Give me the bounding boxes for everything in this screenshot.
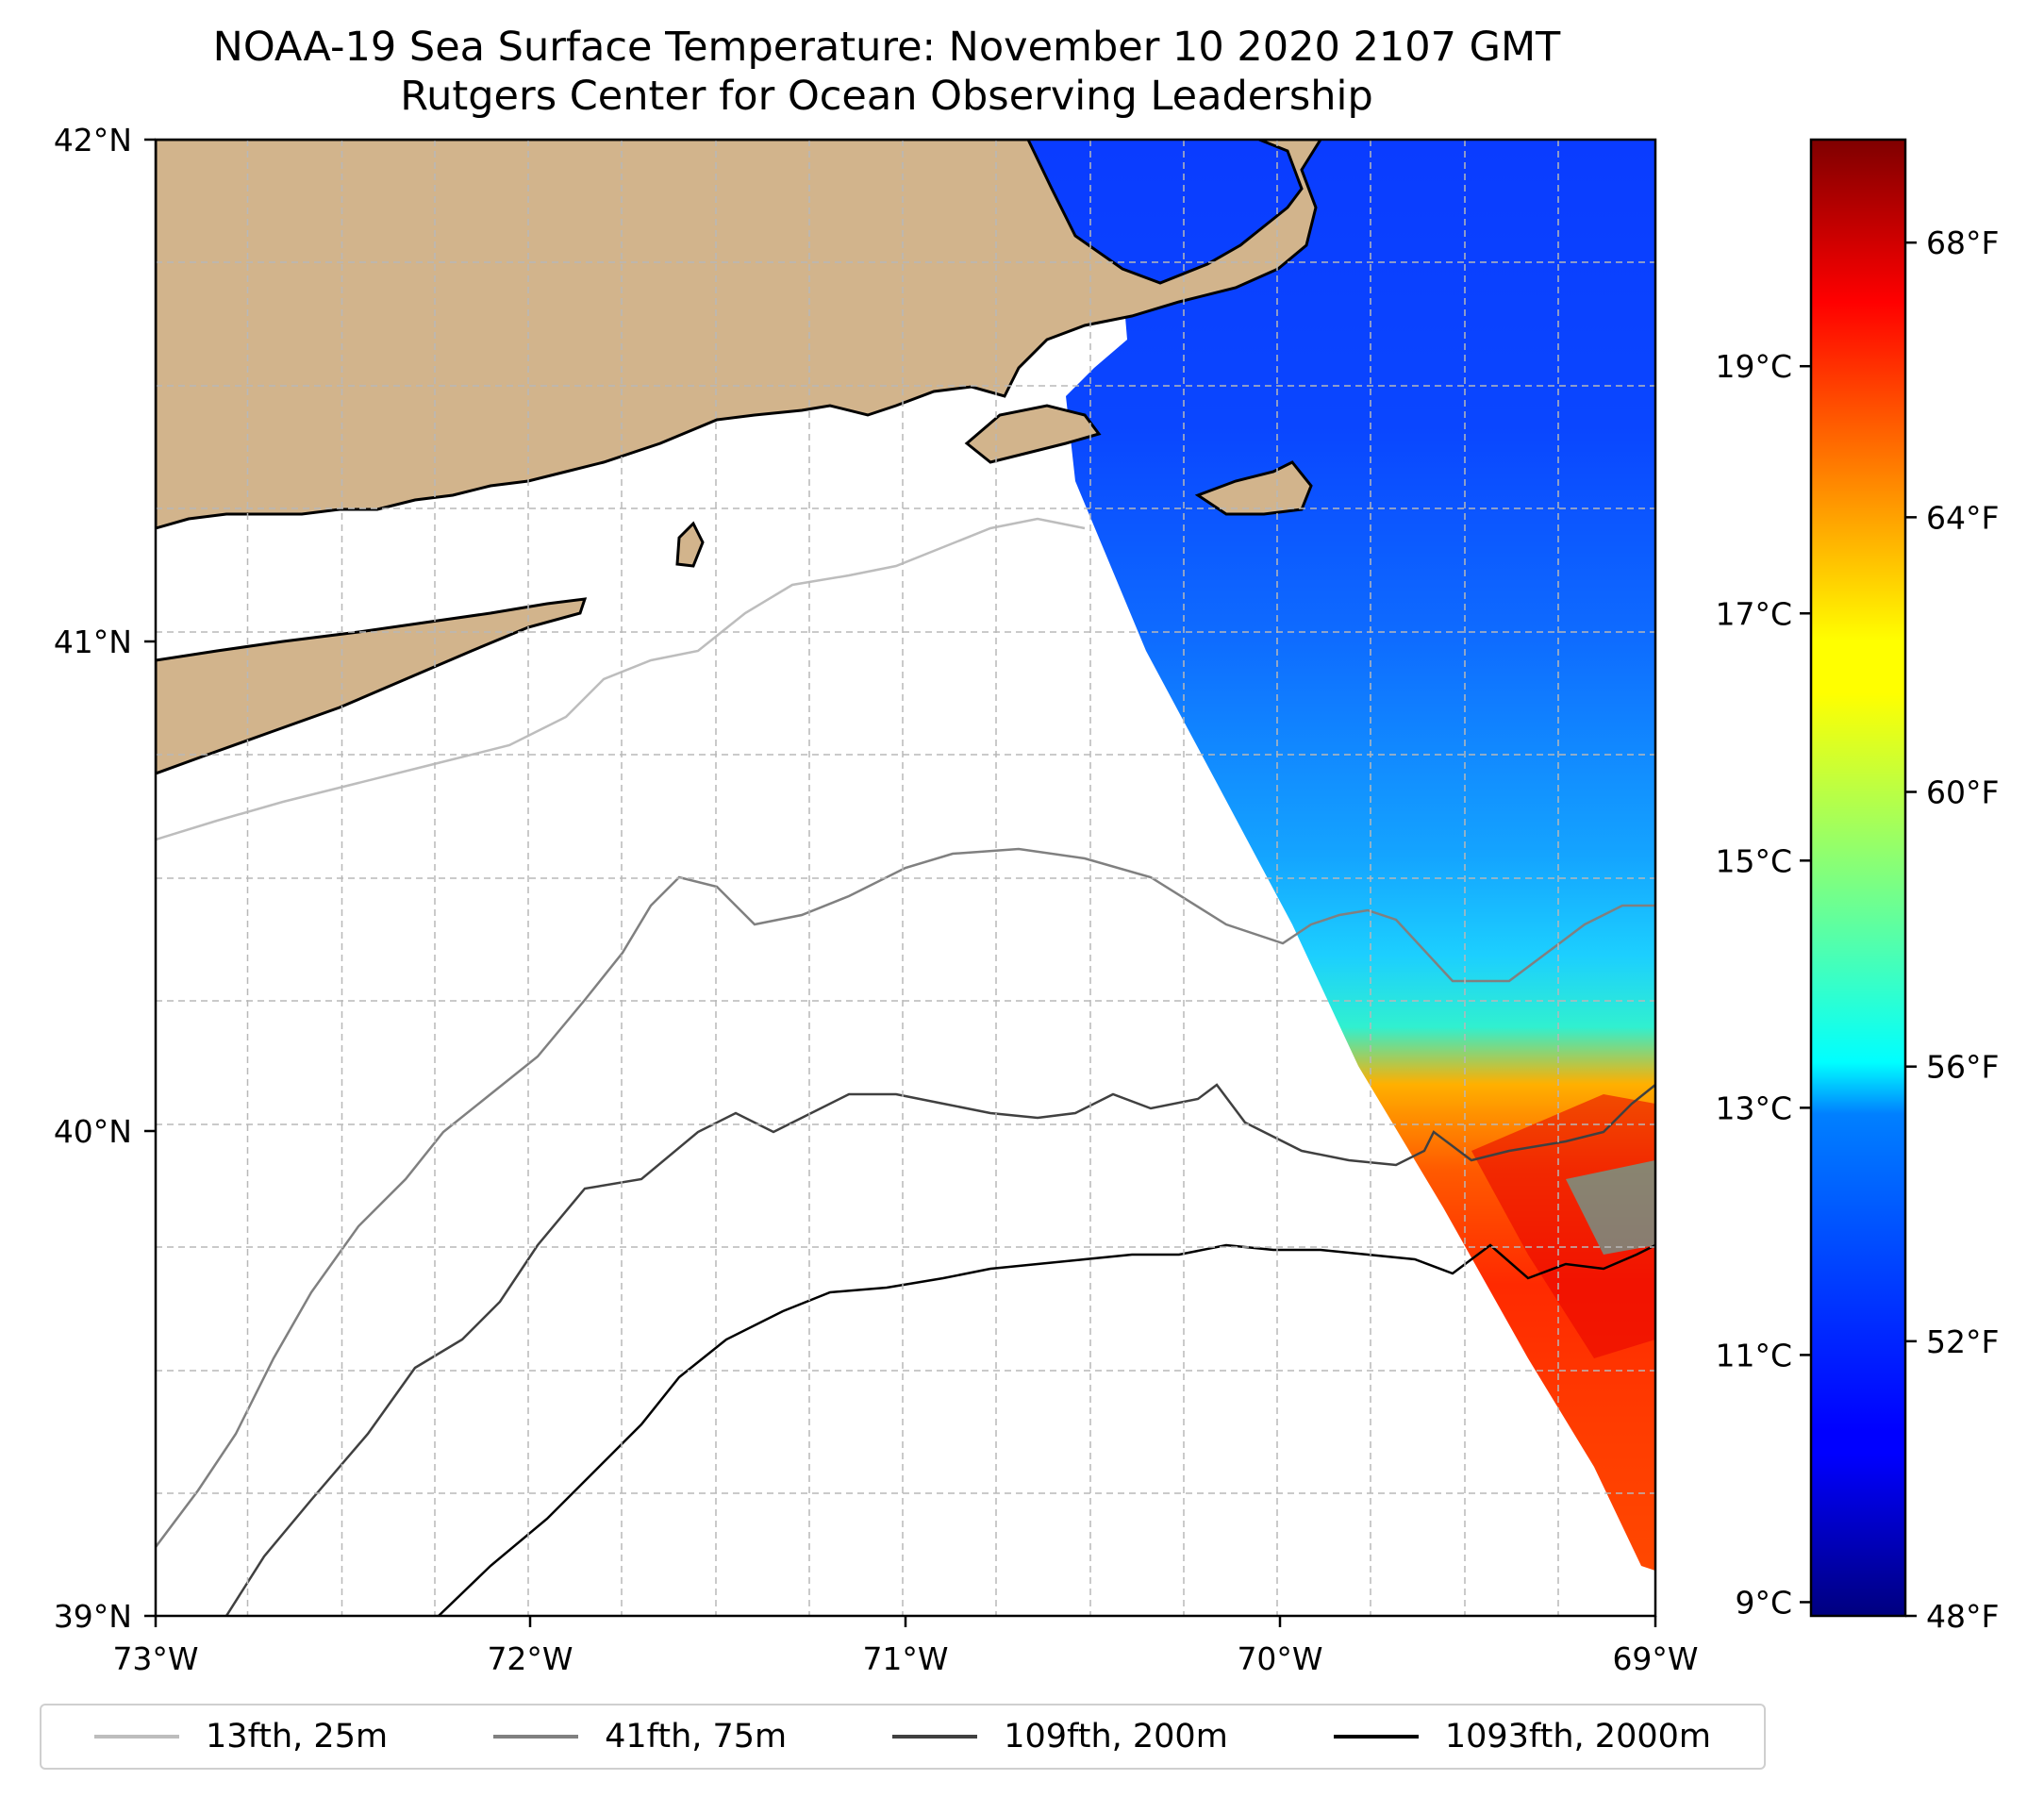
axis-ticks: [144, 138, 1657, 1627]
map-plot-area: [156, 140, 1655, 1616]
legend-label: 1093fth, 2000m: [1444, 1718, 1711, 1755]
gridlines: [156, 140, 1655, 1616]
land-new-england: [156, 140, 1322, 530]
colorbar-label-c: 19°C: [1715, 348, 1792, 385]
legend-swatch: [1333, 1735, 1419, 1739]
colorbar-label-c: 15°C: [1715, 842, 1792, 879]
legend-label: 13fth, 25m: [206, 1718, 389, 1755]
land-block-island: [675, 521, 705, 568]
colorbar-label-f: 64°F: [1926, 499, 1999, 536]
colorbar: [1809, 138, 1907, 1618]
x-tick-label: 72°W: [487, 1640, 573, 1677]
legend-item: 109fth, 200m: [892, 1718, 1228, 1755]
legend-swatch: [493, 1735, 579, 1739]
land-marthas-vineyard: [964, 404, 1102, 464]
legend-item: 41fth, 75m: [493, 1718, 787, 1755]
x-tick-label: 69°W: [1612, 1640, 1698, 1677]
x-tick-label: 71°W: [862, 1640, 948, 1677]
colorbar-label-c: 17°C: [1715, 595, 1792, 632]
colorbar-label-f: 48°F: [1926, 1598, 1999, 1635]
contour-legend: 13fth, 25m 41fth, 75m 109fth, 200m 1093f…: [40, 1704, 1766, 1770]
chart-title-block: NOAA-19 Sea Surface Temperature: Novembe…: [0, 23, 1773, 121]
colorbar-ticks: 48°F 52°F 56°F 60°F 64°F 68°F 9°C 11°C 13°C 15°C 1…: [1715, 225, 1999, 1635]
y-tick-label: 42°N: [54, 122, 132, 158]
colorbar-label-f: 56°F: [1926, 1049, 1999, 1086]
y-tick-label: 40°N: [54, 1113, 132, 1150]
x-tick-label: 70°W: [1237, 1640, 1322, 1677]
contour-200m: [224, 1083, 1655, 1616]
chart-subtitle: Rutgers Center for Ocean Observing Leade…: [400, 73, 1373, 120]
cool-intrusion: [1566, 1160, 1655, 1255]
sst-swath: [1028, 140, 1655, 1571]
legend-swatch: [94, 1735, 180, 1739]
legend-item: 1093fth, 2000m: [1333, 1718, 1711, 1755]
colorbar-label-f: 68°F: [1926, 225, 1999, 261]
colorbar-label-c: 9°C: [1735, 1584, 1792, 1621]
colorbar-label-c: 13°C: [1715, 1090, 1792, 1126]
contour-75m: [156, 847, 1655, 1548]
contour-25m: [156, 517, 1086, 841]
legend-label: 41fth, 75m: [605, 1718, 788, 1755]
contour-2000m: [438, 1243, 1655, 1616]
legend-swatch: [892, 1735, 978, 1739]
x-tick-label: 73°W: [112, 1640, 198, 1677]
colorbar-label-f: 52°F: [1926, 1323, 1999, 1360]
y-tick-label: 39°N: [54, 1598, 132, 1635]
colorbar-label-c: 11°C: [1715, 1337, 1792, 1373]
warm-core: [1471, 1094, 1655, 1358]
y-tick-label: 41°N: [54, 624, 132, 660]
legend-label: 109fth, 200m: [1004, 1718, 1228, 1755]
land-long-island: [156, 597, 588, 775]
land-nantucket: [1194, 460, 1313, 516]
chart-title: NOAA-19 Sea Surface Temperature: Novembe…: [212, 24, 1561, 71]
legend-item: 13fth, 25m: [94, 1718, 388, 1755]
colorbar-label-f: 60°F: [1926, 774, 1999, 811]
